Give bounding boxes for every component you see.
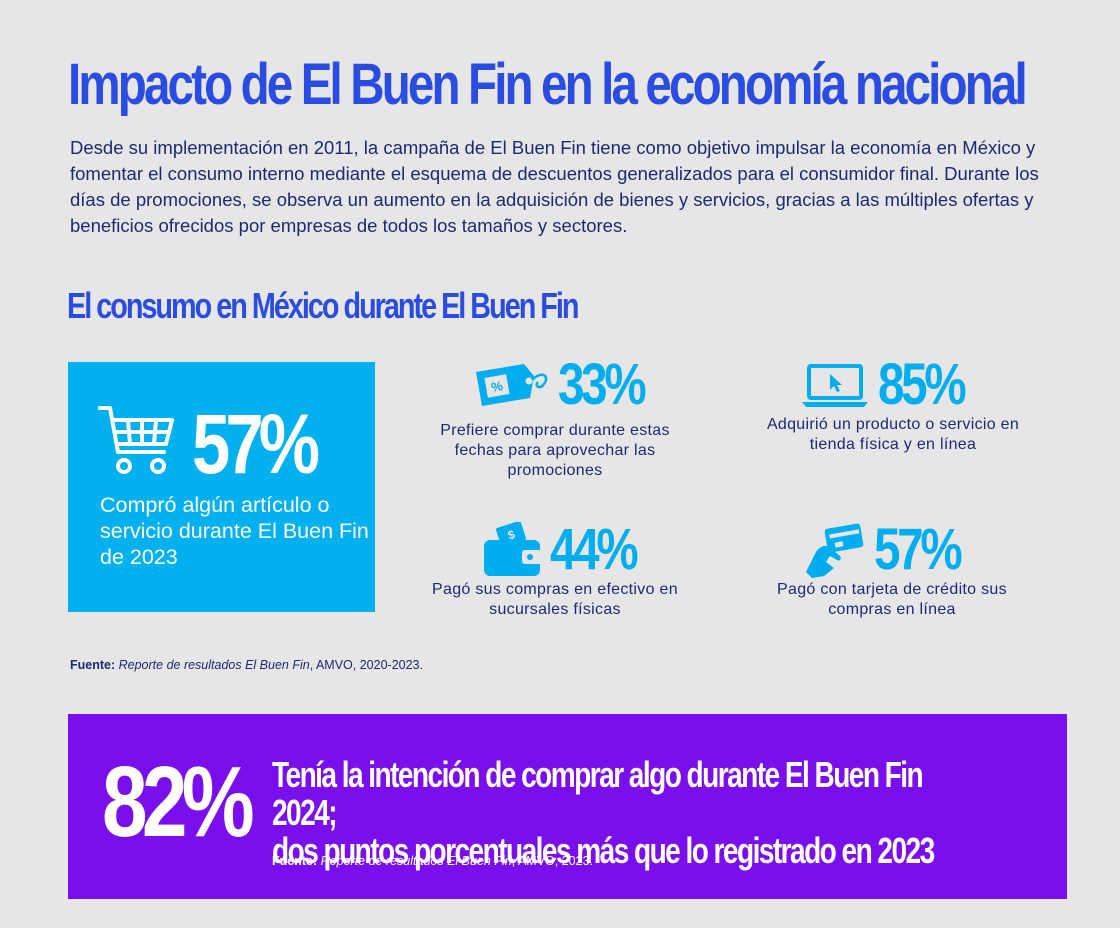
source-note: Fuente: Reporte de resultados El Buen Fi… bbox=[70, 658, 423, 672]
banner-line-1: Tenía la intención de comprar algo duran… bbox=[272, 754, 924, 833]
hero-description: Compró algún artículo o servicio durante… bbox=[100, 493, 369, 569]
banner-source-label: Fuente: bbox=[272, 854, 318, 868]
banner-source-title: Reporte de resultados El Buen Fin bbox=[320, 854, 512, 868]
stat-credit-card-value: 57% bbox=[874, 517, 963, 582]
svg-text:$: $ bbox=[506, 527, 517, 542]
banner-source-note: Fuente: Reporte de resultados El Buen Fi… bbox=[272, 854, 593, 868]
svg-text:%: % bbox=[490, 378, 504, 395]
stat-credit-card-text: Pagó con tarjeta de crédito sus compras … bbox=[777, 581, 1007, 618]
price-tag-icon: % bbox=[476, 364, 548, 406]
hero-percent: 57% bbox=[192, 397, 320, 491]
source-title: Reporte de resultados El Buen Fin bbox=[118, 658, 310, 672]
intro-paragraph: Desde su implementación en 2011, la camp… bbox=[70, 137, 1039, 236]
stat-cash-value: 44% bbox=[550, 517, 639, 582]
stat-omnichannel-text: Adquirió un producto o servicio en tiend… bbox=[766, 416, 1020, 453]
stat-cash: $ 44% Pagó sus compras en efectivo en su… bbox=[420, 520, 690, 630]
banner-source-rest: , AMVO, 2023. bbox=[511, 854, 594, 868]
source-rest: , AMVO, 2020-2023. bbox=[309, 658, 423, 672]
stat-omnichannel-value: 85% bbox=[878, 352, 967, 417]
banner-message: Tenía la intención de comprar algo duran… bbox=[272, 756, 974, 870]
stat-promotions-text: Prefiere comprar durante estas fechas pa… bbox=[440, 422, 670, 479]
banner-percent: 82% bbox=[102, 746, 255, 858]
stat-credit-card: 57% Pagó con tarjeta de crédito sus comp… bbox=[762, 520, 1022, 630]
intention-banner: 82% Tenía la intención de comprar algo d… bbox=[68, 714, 1067, 899]
shopping-cart-icon bbox=[98, 406, 174, 474]
stat-promotions-value: 33% bbox=[558, 352, 647, 417]
page-title: Impacto de El Buen Fin en la economía na… bbox=[68, 52, 1028, 117]
hero-stat-card: 57% Compró algún artículo o servicio dur… bbox=[68, 362, 375, 612]
banner-line-2: dos puntos porcentuales más que lo regis… bbox=[272, 830, 935, 871]
stat-cash-text: Pagó sus compras en efectivo en sucursal… bbox=[432, 581, 678, 618]
section-subtitle: El consumo en México durante El Buen Fin bbox=[67, 285, 579, 326]
laptop-icon bbox=[802, 364, 868, 407]
credit-card-hand-icon bbox=[806, 523, 864, 578]
wallet-cash-icon: $ bbox=[484, 522, 542, 576]
source-label: Fuente: bbox=[70, 658, 116, 672]
stat-promotions: % 33% Prefiere comprar durante estas fec… bbox=[420, 355, 690, 485]
stat-omnichannel: 85% Adquirió un producto o servicio en t… bbox=[748, 355, 1038, 465]
